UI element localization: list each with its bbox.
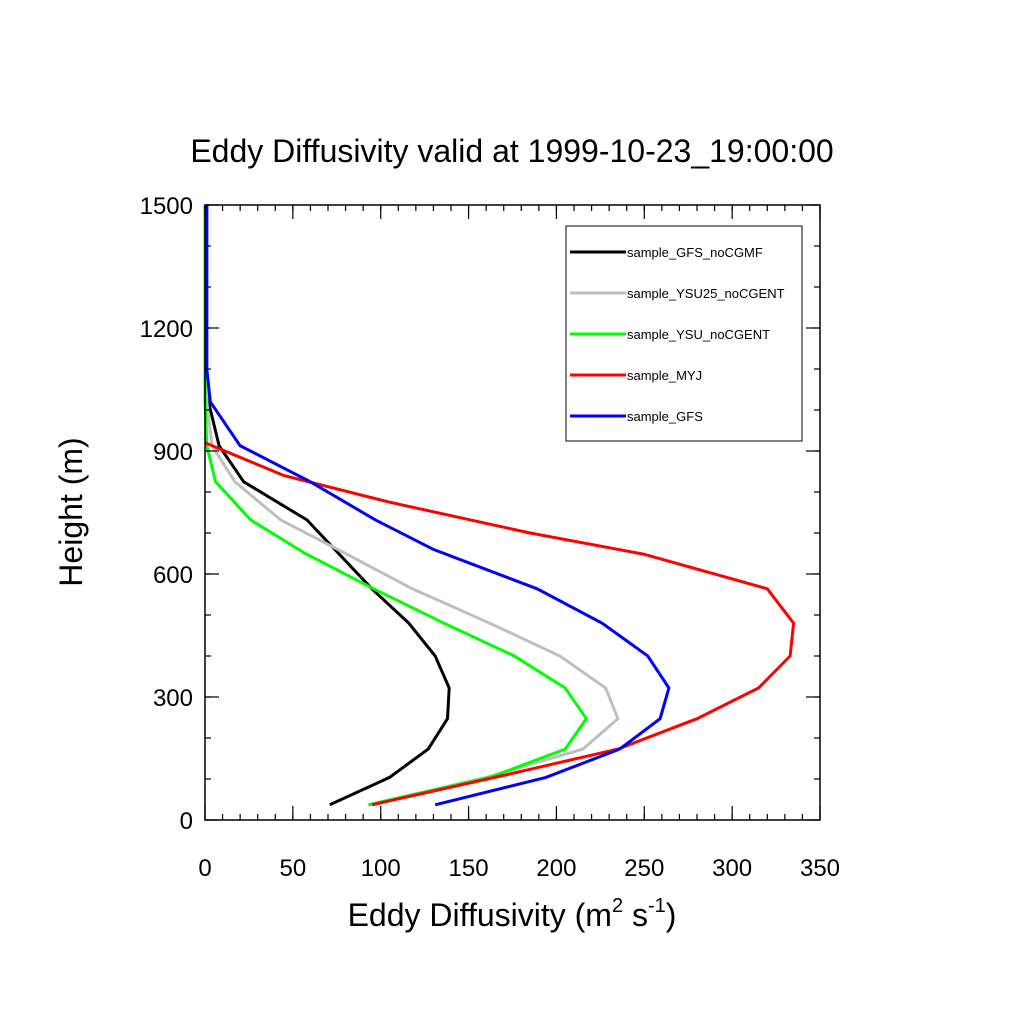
chart-title: Eddy Diffusivity valid at 1999-10-23_19:… (190, 133, 833, 169)
legend-label-0: sample_GFS_noCGMF (627, 245, 763, 260)
x-axis-label-sup2: -1 (648, 895, 666, 917)
legend-label-2: sample_YSU_noCGENT (627, 327, 770, 342)
legend-label-1: sample_YSU25_noCGENT (627, 286, 785, 301)
y-tick-label-5: 1500 (140, 193, 193, 220)
x-axis-label-base: Eddy Diffusivity (m (348, 897, 612, 933)
x-axis-label-end: ) (666, 897, 677, 933)
y-axis-label: Height (m) (53, 437, 89, 586)
legend: sample_GFS_noCGMF sample_YSU25_noCGENTsam… (565, 225, 803, 442)
y-tick-label-2: 600 (153, 562, 193, 589)
series-layer (203, 205, 796, 807)
y-tick-label-3: 900 (153, 439, 193, 466)
x-tick-label-2: 100 (361, 855, 401, 882)
x-tick-label-5: 250 (624, 855, 664, 882)
y-tick-label-1: 300 (153, 685, 193, 712)
series-line-4 (205, 205, 671, 807)
x-axis-label-sup1: 2 (612, 895, 623, 917)
y-tick-label-0: 0 (180, 808, 193, 835)
series-line-0 (205, 205, 451, 807)
plot-frame (204, 204, 821, 821)
x-tick-label-7: 350 (800, 855, 840, 882)
ticks-layer: 0 50 100 150 200 250 300 350 0 300 600 900 1200 1500 (140, 193, 840, 882)
legend-label-3: sample_MYJ (627, 368, 702, 383)
x-tick-label-6: 300 (712, 855, 752, 882)
x-tick-label-4: 200 (536, 855, 576, 882)
x-axis-label-mid: s (623, 897, 648, 933)
legend-label-4: sample_GFS (627, 409, 703, 424)
x-tick-label-0: 0 (198, 855, 211, 882)
y-tick-label-4: 1200 (140, 316, 193, 343)
series-line-3 (204, 441, 796, 807)
x-tick-label-3: 150 (449, 855, 489, 882)
series-line-1 (205, 205, 620, 807)
x-tick-label-1: 50 (280, 855, 307, 882)
x-axis-label: Eddy Diffusivity (m2 s-1) (348, 895, 677, 933)
